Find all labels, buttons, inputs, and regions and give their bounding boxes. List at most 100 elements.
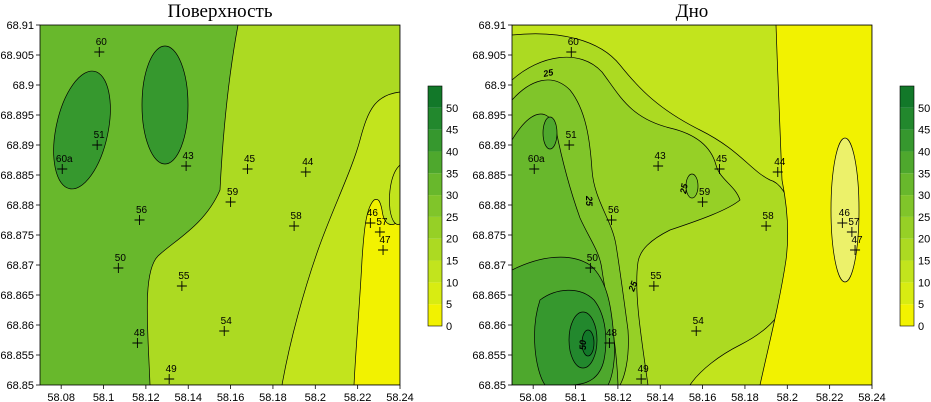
bottom-colorbar-swatch-4: [900, 216, 914, 239]
bottom-band-25-30-center: [685, 173, 699, 199]
bottom-station-marker-57: [846, 227, 857, 237]
bottom-station-marker-55: [648, 281, 659, 291]
bottom-colorbar-label-4: 20: [918, 234, 930, 246]
surface-xtick-label-6: 58.2: [305, 392, 326, 402]
bottom-band-50-55: [581, 329, 595, 357]
surface-station-label-45: 45: [244, 154, 256, 165]
bottom-ytick-label-3: 68.865: [472, 290, 506, 302]
bottom-station-label-43: 43: [655, 151, 667, 162]
bottom-station-label-46: 46: [839, 208, 851, 219]
bottom-ytick-label-0: 68.85: [478, 380, 506, 392]
bottom-station-label-48: 48: [606, 328, 618, 339]
bottom-colorbar-swatch-3: [900, 238, 914, 261]
bottom-colorbar-label-0: 0: [918, 321, 924, 333]
contour-label-25-c: 25: [626, 279, 640, 294]
bottom-colorbar-swatch-6: [900, 173, 914, 196]
bottom-xtick-label-7: 58.22: [816, 392, 844, 402]
bottom-ytick-label-12: 68.91: [478, 20, 506, 32]
bottom-ytick-label-5: 68.875: [472, 230, 506, 242]
surface-colorbar-swatch-7: [428, 151, 442, 174]
bottom-station-marker-47: [850, 245, 861, 255]
surface-xtick-label-3: 58.14: [174, 392, 202, 402]
surface-station-label-54: 54: [221, 316, 233, 327]
surface-station-label-47: 47: [379, 235, 391, 246]
surface-station-marker-49: [164, 374, 175, 384]
surface-colorbar-swatch-4: [428, 216, 442, 239]
surface-station-marker-59: [225, 197, 236, 207]
surface-station-label-49: 49: [166, 364, 178, 375]
surface-ytick-label-2: 68.86: [6, 320, 34, 332]
surface-colorbar-swatch-0: [428, 304, 442, 326]
bottom-station-label-45: 45: [716, 154, 728, 165]
bottom-station-marker-60: [566, 47, 577, 57]
surface-station-label-60a: 60a: [56, 154, 73, 165]
bottom-station-label-59: 59: [699, 187, 711, 198]
bottom-ytick-label-8: 68.89: [478, 140, 506, 152]
bottom-station-label-60a: 60a: [528, 154, 545, 165]
surface-colorbar-label-8: 40: [446, 146, 458, 158]
bottom-band-5-10-east: [830, 137, 860, 283]
surface-ytick-label-12: 68.91: [6, 20, 34, 32]
bottom-ytick-label-6: 68.88: [478, 200, 506, 212]
surface-colorbar-label-0: 0: [446, 321, 452, 333]
bottom-ytick-label-4: 68.87: [478, 260, 506, 272]
bottom-ytick-label-9: 68.895: [472, 110, 506, 122]
bottom-title: Дно: [676, 1, 709, 22]
surface-colorbar-swatch-1: [428, 282, 442, 305]
bottom-colorbar-swatch-1: [900, 282, 914, 305]
surface-xtick-label-7: 58.22: [344, 392, 372, 402]
surface-station-label-57: 57: [376, 217, 388, 228]
bottom-colorbar-label-10: 50: [918, 103, 930, 115]
bottom-colorbar-swatch-2: [900, 260, 914, 283]
bottom-ytick-label-11: 68.905: [472, 50, 506, 62]
surface-station-marker-55: [176, 281, 187, 291]
bottom-ytick-label-10: 68.9: [485, 80, 506, 92]
bottom-colorbar-swatch-0: [900, 304, 914, 326]
bottom-ytick-label-1: 68.855: [472, 350, 506, 362]
bottom-station-label-47: 47: [851, 235, 863, 246]
bottom-colorbar-label-7: 35: [918, 168, 930, 180]
surface-colorbar-frame: [427, 85, 443, 327]
surface-xtick-label-2: 58.12: [132, 392, 160, 402]
bottom-colorbar-swatch-7: [900, 151, 914, 174]
surface-station-label-55: 55: [178, 271, 190, 282]
surface-station-label-56: 56: [136, 205, 148, 216]
bottom-axes: 58.08 58.1 58.12 58.14 58.16 58.18 58.2 58.22 58…: [472, 20, 885, 402]
surface-colorbar-label-9: 45: [446, 125, 458, 137]
bottom-band-10-15: [512, 25, 861, 385]
bottom-colorbar-label-5: 25: [918, 212, 930, 224]
bottom-station-marker-59: [697, 197, 708, 207]
surface-xtick-label-4: 58.16: [217, 392, 245, 402]
surface-colorbar-swatch-5: [428, 195, 442, 217]
bottom-colorbar-label-3: 15: [918, 256, 930, 268]
bottom-station-label-50: 50: [587, 253, 599, 264]
bottom-station-marker-43: [653, 161, 664, 171]
surface-colorbar-label-7: 35: [446, 168, 458, 180]
bottom-station-marker-44: [772, 167, 783, 177]
surface-station-marker-57: [374, 227, 385, 237]
bottom-station-label-51: 51: [566, 130, 578, 141]
surface-xtick-label-0: 58.08: [47, 392, 75, 402]
bottom-colorbar-swatch-10: [900, 86, 914, 108]
surface-station-marker-44: [300, 167, 311, 177]
bottom-station-marker-58: [761, 221, 772, 231]
surface-station-label-51: 51: [94, 130, 106, 141]
surface-panel: Поверхность 58.08 58.1 58.12 58.14 58.16 58.1…: [0, 1, 458, 402]
bottom-station-marker-48: [604, 338, 615, 348]
surface-colorbar-label-6: 30: [446, 190, 458, 202]
bottom-station-label-56: 56: [608, 205, 620, 216]
bottom-station-marker-46: [837, 218, 848, 228]
bottom-station-label-54: 54: [693, 316, 705, 327]
bottom-station-label-57: 57: [848, 217, 860, 228]
bottom-panel: Дно 25 25 25 25 50 58.08 58.1 58.12 58.14 58…: [472, 1, 930, 402]
bottom-xtick-label-0: 58.08: [519, 392, 547, 402]
surface-colorbar-label-2: 10: [446, 277, 458, 289]
surface-station-marker-51: [92, 140, 103, 150]
surface-station-label-44: 44: [302, 157, 314, 168]
surface-station-label-60: 60: [96, 37, 108, 48]
surface-band-10-15-right: [389, 164, 400, 225]
surface-station-marker-46: [365, 218, 376, 228]
bottom-ytick-label-2: 68.86: [478, 320, 506, 332]
bottom-colorbar: 0 5 10 15 20 25 30 35 40 45 50: [899, 85, 930, 333]
surface-colorbar-label-5: 25: [446, 212, 458, 224]
